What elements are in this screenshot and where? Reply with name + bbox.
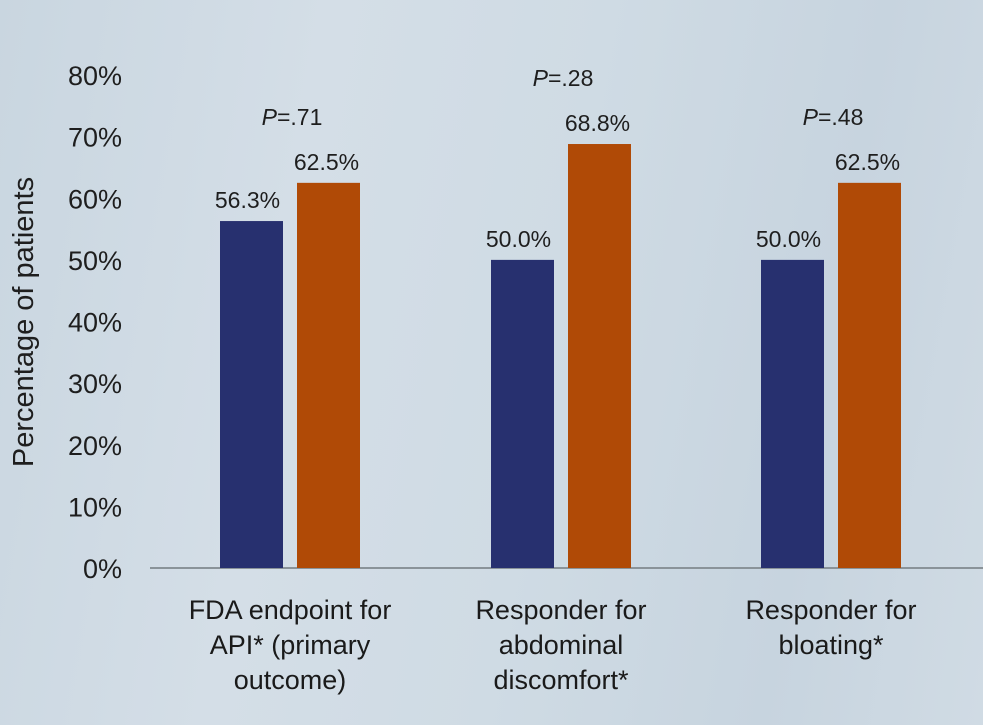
- category-label: bloating*: [778, 630, 884, 660]
- category-label: Responder for: [475, 595, 646, 625]
- data-label: 50.0%: [756, 226, 821, 252]
- y-tick-label: 0%: [83, 554, 122, 584]
- data-label: 62.5%: [835, 149, 900, 175]
- data-label: 56.3%: [215, 187, 280, 213]
- y-tick-label: 50%: [68, 246, 122, 276]
- y-tick-label: 10%: [68, 492, 122, 522]
- data-label: 62.5%: [294, 149, 359, 175]
- bar-orange: [568, 144, 631, 568]
- x-axis-categories: FDA endpoint for API* (primary outcome) Res…: [189, 595, 917, 695]
- y-axis-label: Percentage of patients: [8, 177, 40, 467]
- category-label: Responder for: [745, 595, 916, 625]
- category-label: API* (primary: [210, 630, 371, 660]
- y-axis: 0% 10% 20% 30% 40% 50% 60% 70% 80%: [68, 61, 122, 584]
- y-tick-label: 80%: [68, 61, 122, 91]
- data-label: 50.0%: [486, 226, 551, 252]
- bar-group: 50.0% 68.8% P=.28: [486, 65, 631, 568]
- bar-group: 50.0% 62.5% P=.48: [756, 104, 901, 568]
- bars: 56.3% 62.5% P=.71 50.0% 68.8% P=.28 50.0% 62.5%…: [215, 65, 901, 568]
- p-value-label: P=.48: [803, 104, 864, 130]
- y-tick-label: 40%: [68, 308, 122, 338]
- y-tick-label: 20%: [68, 431, 122, 461]
- category-label: outcome): [234, 665, 347, 695]
- y-tick-label: 30%: [68, 369, 122, 399]
- bar-orange: [297, 182, 360, 568]
- bar-blue: [491, 259, 554, 568]
- bar-group: 56.3% 62.5% P=.71: [215, 104, 360, 568]
- bar-orange: [838, 182, 901, 568]
- category-label: FDA endpoint for: [189, 595, 392, 625]
- data-label: 68.8%: [565, 110, 630, 136]
- y-tick-label: 60%: [68, 184, 122, 214]
- bar-blue: [220, 221, 283, 568]
- y-tick-label: 70%: [68, 123, 122, 153]
- p-value-label: P=.28: [533, 65, 594, 91]
- p-value-label: P=.71: [262, 104, 323, 130]
- category-label: discomfort*: [493, 665, 629, 695]
- bar-blue: [761, 259, 824, 568]
- category-label: abdominal: [499, 630, 624, 660]
